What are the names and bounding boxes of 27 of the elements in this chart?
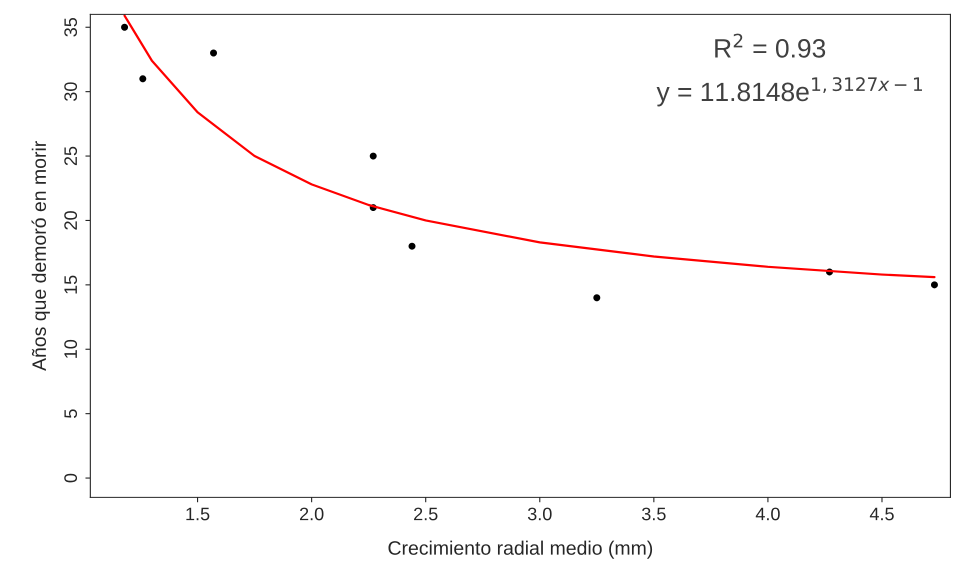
y-tick-label: 5 bbox=[64, 409, 78, 418]
y-axis-title: Años que demoró en morir bbox=[32, 141, 50, 371]
x-tick-label: 3.0 bbox=[528, 508, 552, 520]
point bbox=[121, 24, 128, 31]
y-tick-label: 15 bbox=[64, 276, 78, 294]
annotation: y = 11.8148e$^{1,3127x−1}$ bbox=[656, 77, 922, 106]
y-tick-label: 35 bbox=[64, 18, 78, 37]
point bbox=[930, 281, 938, 288]
annotation: R$^{2}$ = 0.93 bbox=[715, 34, 826, 58]
y-tick-label: 0 bbox=[64, 474, 78, 482]
point bbox=[593, 294, 600, 302]
x-tick-label: 2.5 bbox=[414, 508, 438, 520]
line-series bbox=[123, 14, 936, 278]
y-tick-label: 25 bbox=[64, 146, 78, 166]
x-axis-title: Crecimiento radial medio (mm) bbox=[388, 540, 652, 559]
y-tick-label: 10 bbox=[64, 340, 78, 358]
x-tick-label: 4.0 bbox=[756, 508, 780, 520]
y-tick-label: 30 bbox=[64, 82, 78, 102]
y-tick-label: 20 bbox=[64, 211, 78, 230]
x-tick-label: 3.5 bbox=[642, 508, 666, 520]
point bbox=[370, 152, 377, 160]
x-tick-label: 4.5 bbox=[870, 508, 894, 520]
x-tick-label: 1.5 bbox=[186, 508, 210, 520]
point bbox=[139, 75, 146, 82]
point bbox=[210, 50, 218, 56]
x-tick-label: 2.0 bbox=[300, 508, 324, 520]
point bbox=[408, 242, 416, 250]
